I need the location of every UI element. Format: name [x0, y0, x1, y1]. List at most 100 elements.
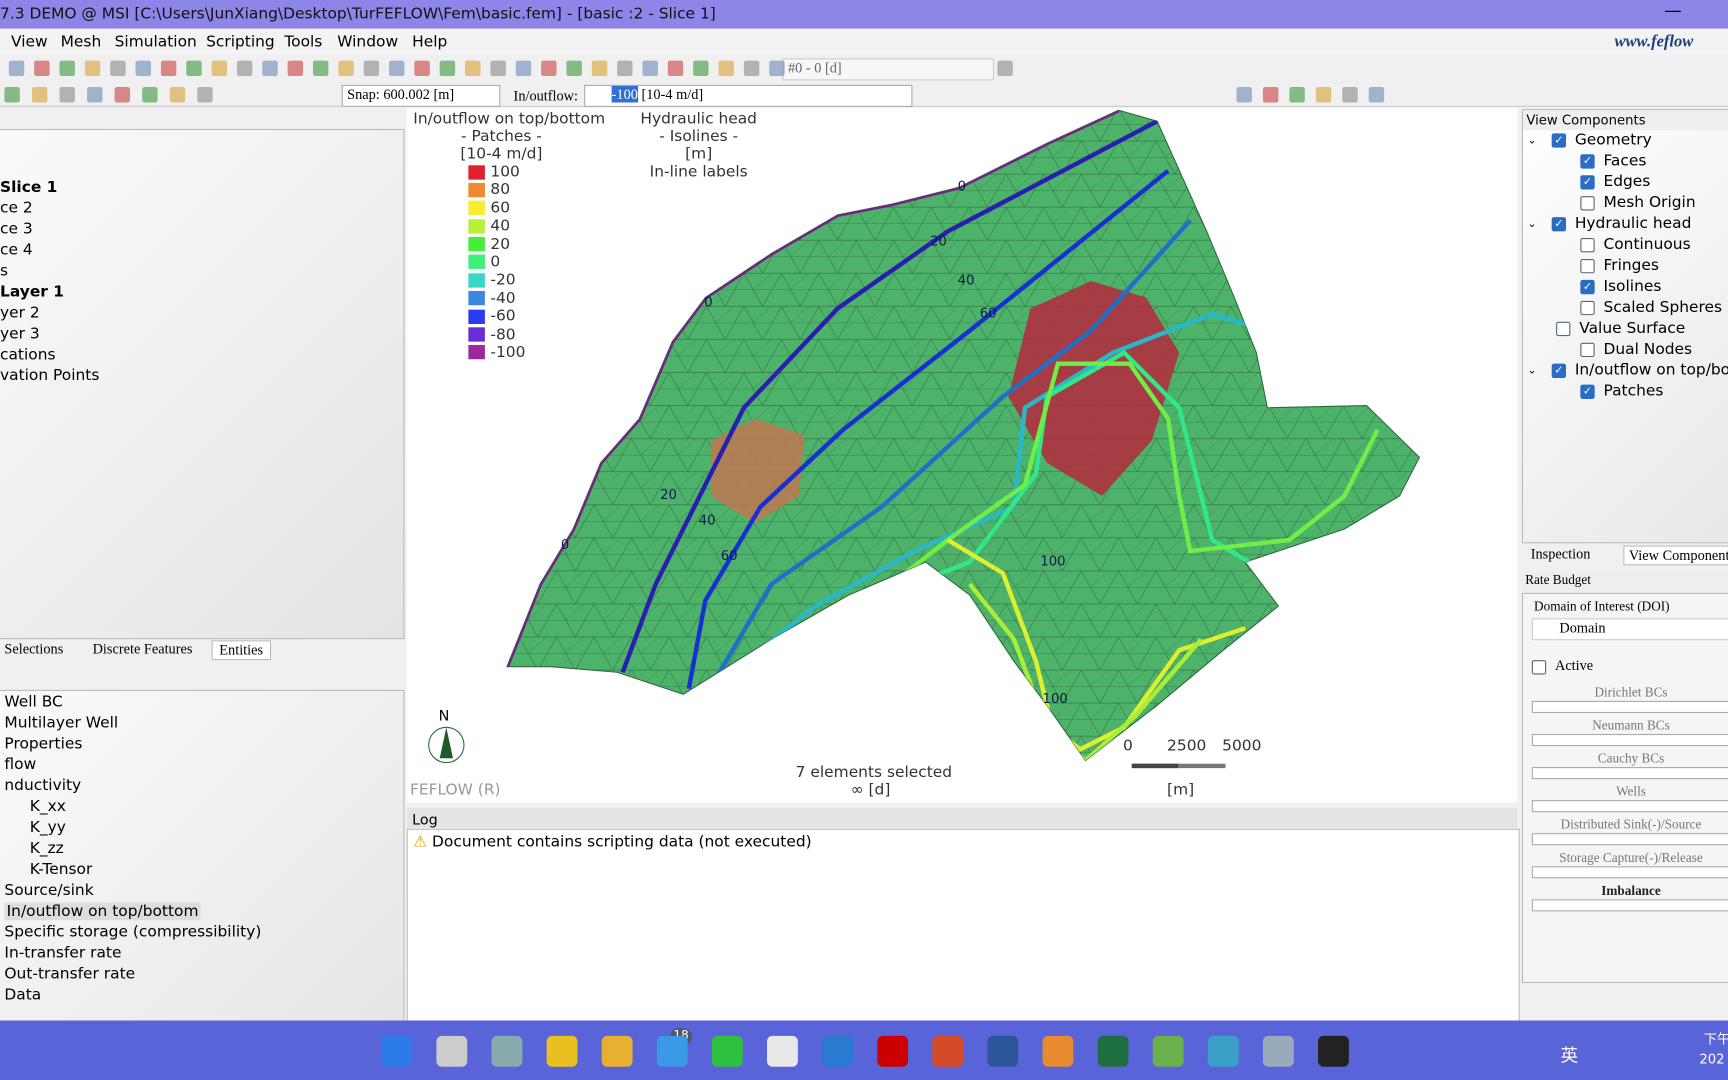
taskbar-app[interactable] — [1042, 1035, 1074, 1067]
doi-box[interactable]: Domain — [1531, 618, 1728, 641]
menu-item[interactable]: View — [11, 33, 48, 51]
tool-icon[interactable] — [1236, 87, 1252, 103]
tool-icon[interactable] — [114, 87, 131, 103]
taskbar-app[interactable] — [546, 1035, 578, 1067]
menu-item[interactable]: Simulation — [114, 33, 197, 51]
tree-item[interactable]: vation Points — [0, 366, 100, 385]
checkbox[interactable]: ✓ — [1580, 384, 1595, 399]
taskbar-app[interactable] — [1097, 1035, 1129, 1067]
entity-item[interactable]: K_yy — [29, 818, 66, 837]
vc-item[interactable]: Dual Nodes — [1523, 339, 1728, 360]
menu-item[interactable]: Tools — [284, 33, 323, 51]
tool-icon[interactable] — [1289, 87, 1305, 103]
tool-icon[interactable] — [541, 60, 557, 77]
checkbox[interactable]: ✓ — [1580, 279, 1595, 294]
tool-icon[interactable] — [515, 60, 532, 77]
menu-item[interactable]: Help — [412, 33, 448, 51]
taskbar-app[interactable] — [601, 1035, 633, 1067]
tab[interactable]: View Components — [1623, 545, 1728, 566]
entity-item[interactable]: K-Tensor — [29, 860, 93, 879]
vc-item[interactable]: Value Surface — [1523, 318, 1728, 339]
taskbar-app[interactable] — [436, 1035, 468, 1067]
checkbox[interactable]: ✓ — [1580, 153, 1595, 169]
vc-item[interactable]: ⌄ ✓ Geometry — [1523, 130, 1728, 151]
entity-item[interactable]: In-transfer rate — [4, 944, 122, 963]
entity-item[interactable]: flow — [4, 755, 37, 774]
tool-icon[interactable] — [693, 60, 709, 77]
entity-item[interactable]: Out-transfer rate — [4, 965, 136, 984]
vc-item[interactable]: ⌄ ✓ In/outflow on top/bott — [1523, 360, 1728, 381]
tool-icon[interactable] — [1262, 87, 1279, 103]
tool-icon[interactable] — [135, 60, 151, 77]
taskbar-app[interactable] — [491, 1035, 523, 1067]
time-box[interactable]: #0 - 0 [d] — [782, 58, 995, 81]
taskbar-app[interactable] — [1318, 1035, 1349, 1067]
vc-item[interactable]: Mesh Origin — [1523, 193, 1728, 214]
taskbar-app[interactable] — [1262, 1035, 1294, 1067]
tree-item[interactable]: Layer 1 — [0, 283, 65, 301]
entity-item[interactable]: Source/sink — [4, 881, 94, 900]
tool-icon[interactable] — [34, 60, 50, 77]
checkbox[interactable] — [1580, 300, 1595, 315]
tool-icon[interactable] — [1315, 87, 1332, 103]
entity-item[interactable]: Well BC — [4, 693, 63, 711]
tool-icon[interactable] — [1368, 87, 1385, 103]
menu-item[interactable]: Window — [337, 33, 399, 51]
tool-icon[interactable] — [197, 87, 213, 103]
tab[interactable]: Discrete Features — [92, 640, 193, 657]
vc-item[interactable]: Continuous — [1523, 235, 1728, 256]
inflow-box[interactable]: -100 [10-4 m/d] — [584, 84, 913, 107]
taskbar-app[interactable] — [656, 1035, 688, 1067]
tool-icon[interactable] — [465, 60, 481, 77]
tool-icon[interactable] — [667, 60, 684, 77]
vc-item[interactable]: ✓ Isolines — [1523, 277, 1728, 298]
tool-icon[interactable] — [566, 60, 582, 77]
tool-icon[interactable] — [591, 60, 608, 77]
tab[interactable]: Inspection — [1530, 545, 1591, 563]
taskbar-app[interactable] — [877, 1035, 909, 1067]
checkbox[interactable] — [1580, 195, 1595, 210]
tool-icon[interactable] — [211, 60, 228, 77]
expander[interactable]: ⌄ — [1527, 218, 1537, 231]
taskbar-app[interactable] — [1207, 1035, 1239, 1067]
tool-icon[interactable] — [110, 60, 126, 77]
tool-icon[interactable] — [743, 60, 760, 77]
tree-item[interactable]: ce 2 — [0, 199, 33, 218]
tool-icon[interactable] — [8, 60, 25, 77]
tool-icon[interactable] — [338, 60, 354, 77]
tool-icon[interactable] — [287, 60, 304, 77]
tool-icon[interactable] — [997, 60, 1013, 77]
entity-item[interactable]: K_xx — [29, 797, 66, 816]
checkbox[interactable] — [1556, 321, 1571, 336]
checkbox[interactable]: ✓ — [1580, 174, 1595, 189]
tool-icon[interactable] — [617, 60, 633, 77]
tool-icon[interactable] — [363, 60, 380, 77]
tree-item[interactable]: ce 4 — [0, 241, 33, 259]
menu-item[interactable]: Scripting — [206, 33, 275, 51]
checkbox[interactable] — [1580, 237, 1595, 252]
taskbar-app[interactable] — [1152, 1035, 1184, 1067]
expander[interactable]: ⌄ — [1527, 364, 1537, 377]
taskbar-app[interactable] — [822, 1035, 853, 1067]
menu-item[interactable]: Mesh — [60, 33, 102, 51]
tool-icon[interactable] — [490, 60, 506, 77]
tool-icon[interactable] — [439, 60, 456, 77]
entity-item[interactable]: Multilayer Well — [4, 714, 119, 732]
tool-icon[interactable] — [389, 60, 405, 77]
ime[interactable]: 英 — [1560, 1044, 1579, 1066]
checkbox[interactable]: ✓ — [1551, 132, 1566, 148]
expander[interactable]: ⌄ — [1527, 134, 1537, 147]
tool-icon[interactable] — [4, 87, 20, 103]
tool-icon[interactable] — [642, 60, 658, 77]
active[interactable]: Active — [1531, 657, 1593, 675]
tool-icon[interactable] — [59, 60, 75, 77]
tree-item[interactable]: s — [0, 262, 9, 280]
tree-item[interactable]: cations — [0, 346, 56, 364]
vc-item[interactable]: ✓ Patches — [1523, 381, 1728, 402]
tree-item[interactable]: Slice 1 — [0, 178, 58, 197]
vc-item[interactable]: ✓ Faces — [1523, 151, 1728, 172]
tool-icon[interactable] — [312, 60, 329, 77]
tool-icon[interactable] — [186, 60, 202, 77]
checkbox[interactable]: ✓ — [1551, 363, 1566, 378]
vc-item[interactable]: ✓ Edges — [1523, 172, 1728, 193]
